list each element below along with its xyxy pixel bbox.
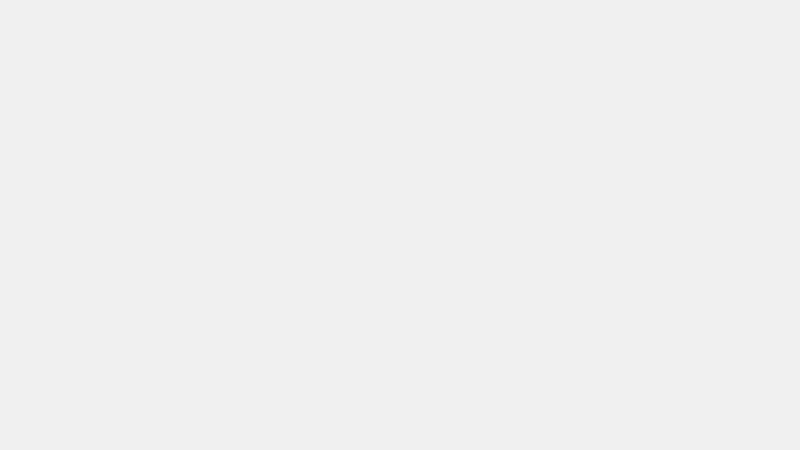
3d-scene-canvas[interactable] xyxy=(0,0,800,450)
render-viewport xyxy=(0,0,800,450)
